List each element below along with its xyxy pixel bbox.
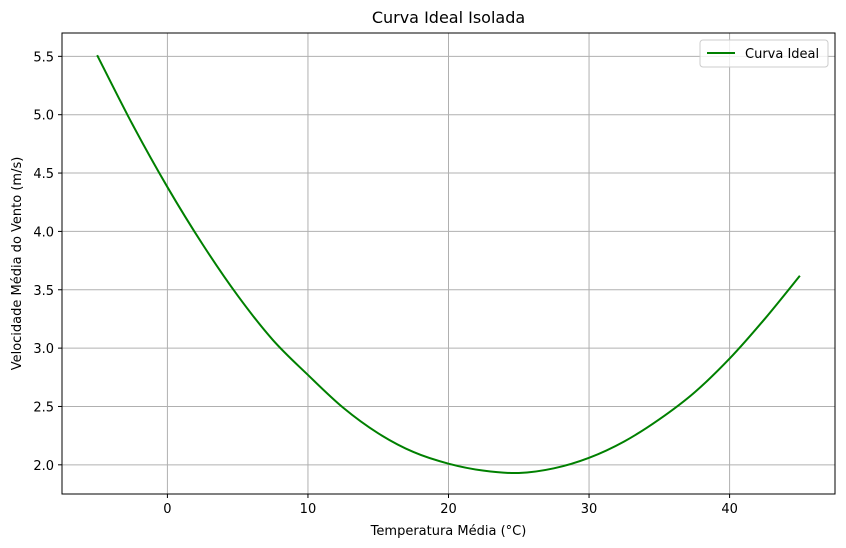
x-ticks: 0 10 20 30 40 <box>163 494 738 517</box>
x-tick-label: 40 <box>721 502 738 517</box>
x-tick-label: 30 <box>581 502 598 517</box>
y-tick-label: 5.5 <box>33 50 54 65</box>
y-ticks: 2.0 2.5 3.0 3.5 4.0 4.5 5.0 5.5 <box>33 50 62 474</box>
legend-label: Curva Ideal <box>745 47 819 62</box>
legend-box <box>699 39 829 68</box>
x-tick-label: 20 <box>440 502 457 517</box>
y-tick-label: 3.5 <box>33 284 54 299</box>
x-axis-label: Temperatura Média (°C) <box>370 524 527 539</box>
y-tick-label: 4.5 <box>33 167 54 182</box>
chart-title: Curva Ideal Isolada <box>372 8 525 27</box>
x-tick-label: 0 <box>163 502 171 517</box>
y-tick-label: 3.0 <box>33 342 54 357</box>
y-tick-label: 5.0 <box>33 109 54 124</box>
series-layer <box>96 54 801 475</box>
series-line <box>96 54 801 475</box>
y-tick-label: 2.5 <box>33 400 54 415</box>
legend: Curva Ideal <box>699 39 829 68</box>
y-axis-label: Velocidade Média do Vento (m/s) <box>10 157 25 371</box>
y-tick-label: 4.0 <box>33 225 54 240</box>
x-tick-label: 10 <box>300 502 317 517</box>
y-tick-label: 2.0 <box>33 459 54 474</box>
